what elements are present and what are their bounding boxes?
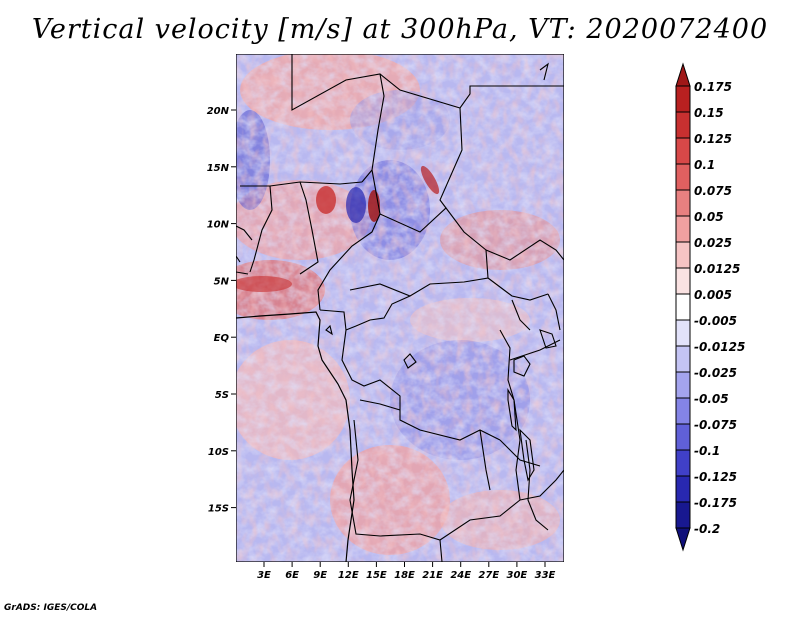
- colorbar-segment: [675, 475, 691, 503]
- colorbar-segment: [675, 345, 691, 373]
- latitude-axis: 20N 15N 10N 5N EQ 5S 10S 15S: [207, 106, 236, 515]
- lon-label: 12E: [338, 570, 359, 581]
- colorbar-segment: [675, 449, 691, 477]
- lon-label: 30E: [507, 570, 528, 581]
- colorbar-label: -0.05: [694, 392, 729, 406]
- lat-label: 5S: [215, 390, 229, 401]
- credit-label: GrADS: IGES/COLA: [4, 603, 98, 613]
- lat-label: EQ: [214, 333, 230, 344]
- colorbar-segment: [675, 319, 691, 347]
- colorbar-label: -0.1: [694, 444, 720, 458]
- colorbar-label: -0.0125: [694, 340, 745, 354]
- colorbar-segment: [675, 371, 691, 399]
- colorbar-label: 0.0125: [694, 262, 740, 276]
- colorbar-segment: [675, 215, 691, 243]
- map-field: [236, 54, 564, 562]
- colorbar-label: 0.15: [694, 106, 724, 120]
- lon-label: 24E: [450, 570, 471, 581]
- colorbar-label: -0.075: [694, 418, 737, 432]
- colorbar-segment: [675, 137, 691, 165]
- lat-label: 15S: [208, 504, 229, 515]
- colorbar-segment: [675, 423, 691, 451]
- colorbar-label: -0.175: [694, 496, 737, 510]
- lat-label: 15N: [207, 163, 230, 174]
- colorbar-label: -0.025: [694, 366, 737, 380]
- lon-label: 3E: [257, 570, 271, 581]
- colorbar-label: -0.125: [694, 470, 737, 484]
- colorbar-label: 0.125: [694, 132, 732, 146]
- colorbar-segment: [675, 85, 691, 113]
- colorbar-label: -0.005: [694, 314, 737, 328]
- colorbar-bottom-arrow: [675, 527, 691, 552]
- lon-label: 21E: [422, 570, 443, 581]
- colorbar-label: 0.075: [694, 184, 732, 198]
- map-title: Vertical velocity [m/s] at 300hPa, VT: 2…: [31, 14, 769, 45]
- lat-label: 10S: [208, 447, 229, 458]
- lon-label: 18E: [394, 570, 415, 581]
- lon-label: 6E: [285, 570, 299, 581]
- lat-label: 5N: [214, 276, 230, 287]
- colorbar-segment: [675, 241, 691, 269]
- lat-label: 20N: [207, 106, 230, 117]
- colorbar-segment: [675, 397, 691, 425]
- colorbar-segment: [675, 501, 691, 529]
- colorbar-label: 0.005: [694, 288, 732, 302]
- lon-label: 33E: [535, 570, 556, 581]
- colorbar-segment: [675, 293, 691, 321]
- longitude-axis: 3E 6E 9E 12E 15E 18E 21E 24E 27E 30E 33E: [257, 562, 556, 581]
- lon-label: 9E: [313, 570, 327, 581]
- colorbar-top-arrow: [675, 62, 691, 87]
- colorbar-label: 0.1: [694, 158, 715, 172]
- lon-label: 15E: [366, 570, 387, 581]
- colorbar-segment: [675, 267, 691, 295]
- lon-label: 27E: [478, 570, 499, 581]
- colorbar-label: 0.05: [694, 210, 724, 224]
- colorbar-segment: [675, 189, 691, 217]
- colorbar-label: -0.2: [694, 522, 720, 536]
- colorbar-label: 0.025: [694, 236, 732, 250]
- colorbar-segment: [675, 111, 691, 139]
- colorbar-segment: [675, 163, 691, 191]
- colorbar: 0.175 0.15 0.125 0.1 0.075 0.05 0.025 0.0125 0.0…: [675, 62, 745, 552]
- colorbar-label: 0.175: [694, 80, 732, 94]
- lat-label: 10N: [207, 220, 230, 231]
